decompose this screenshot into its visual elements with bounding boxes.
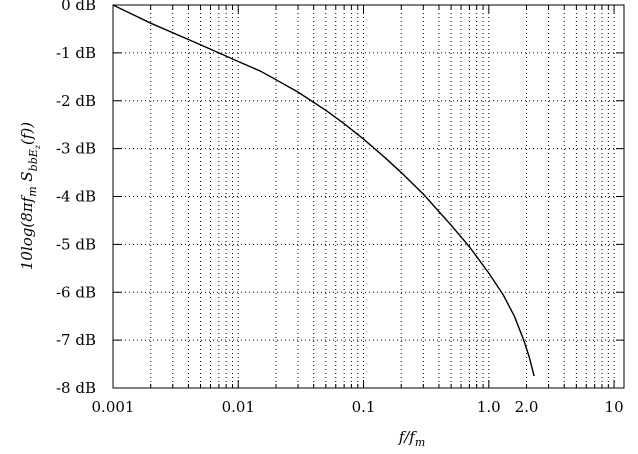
y-tick-label: -6 dB	[56, 283, 96, 301]
series-line	[112, 4, 535, 377]
x-tick-label: 1.0	[477, 398, 501, 416]
x-tick-labels: 0.001 0.01 0.1 1.0 2.0 10	[92, 398, 624, 416]
x-tick-label: 0.01	[222, 398, 255, 416]
y-tick-label: -1 dB	[56, 44, 96, 62]
x-tick-label: 0.1	[352, 398, 376, 416]
y-axis-label: 10log(8πfm SbbEz(f))	[18, 122, 42, 270]
y-tick-label: -8 dB	[56, 379, 96, 397]
x-tick-label: 10	[605, 398, 624, 416]
x-tick-label: 0.001	[92, 398, 135, 416]
grid	[112, 5, 624, 388]
y-tick-label: -7 dB	[56, 331, 96, 349]
y-tick-label: -5 dB	[56, 235, 96, 253]
y-tick-label: -3 dB	[56, 140, 96, 158]
x-axis-label: f/fm	[398, 428, 426, 449]
y-tick-label: -2 dB	[56, 92, 96, 110]
series-layer	[112, 4, 535, 377]
tick-marks	[112, 4, 624, 389]
y-tick-label: 0 dB	[61, 0, 96, 14]
x-tick-label: 2.0	[515, 398, 539, 416]
y-tick-labels: 0 dB -1 dB -2 dB -3 dB -4 dB -5 dB -6 dB -7 dB -…	[56, 0, 96, 397]
y-tick-label: -4 dB	[56, 188, 96, 206]
